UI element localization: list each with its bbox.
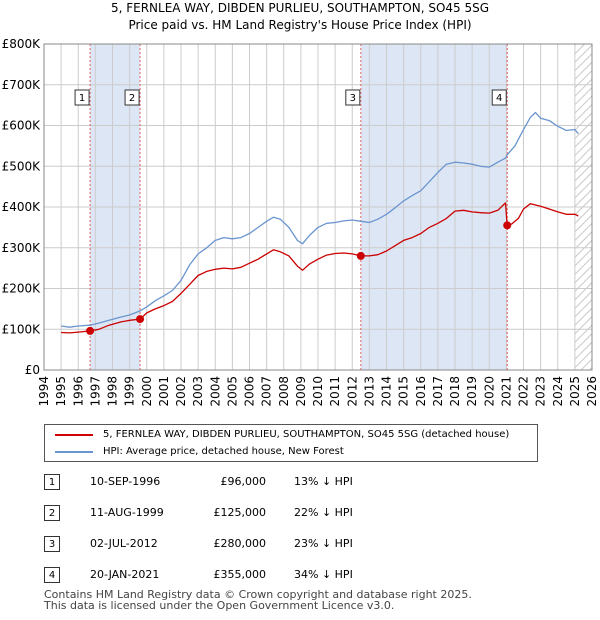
sale-label-number: 4	[496, 93, 502, 104]
x-tick-label: 2000	[140, 376, 154, 407]
x-tick-label: 2011	[328, 376, 342, 407]
legend-swatch-property	[55, 434, 93, 436]
sale-label-box	[74, 89, 90, 106]
x-tick-label: 1997	[88, 376, 102, 407]
x-tick-label: 2025	[568, 376, 582, 407]
legend-label-hpi: HPI: Average price, detached house, New …	[103, 446, 344, 457]
sale-label-box	[345, 89, 361, 106]
x-tick-label: 2018	[448, 376, 462, 407]
sale-label-number: 2	[129, 93, 135, 104]
x-tick-label: 1994	[37, 376, 51, 407]
footer: Contains HM Land Registry data © Crown c…	[44, 589, 472, 611]
x-tick-label: 2017	[431, 376, 445, 407]
sale-label-box	[491, 89, 507, 106]
sale-date: 11-AUG-1999	[90, 506, 164, 519]
x-tick-label: 2002	[174, 376, 188, 407]
sale-label-number: 1	[79, 93, 85, 104]
y-tick-label: £400K	[2, 200, 42, 214]
table-row: 1 10-SEP-1996 £96,000 13% ↓ HPI	[44, 474, 464, 494]
sale-point	[136, 315, 145, 324]
sale-date: 02-JUL-2012	[90, 537, 158, 550]
x-tick-label: 1999	[123, 376, 137, 407]
x-tick-label: 2024	[551, 376, 565, 407]
sale-number-badge: 3	[44, 536, 60, 552]
x-tick-label: 2020	[482, 376, 496, 407]
x-tick-label: 2022	[517, 376, 531, 407]
x-tick-label: 1995	[54, 376, 68, 407]
sale-price: £280,000	[213, 537, 267, 550]
y-tick-label: £300K	[2, 241, 42, 255]
footer-license: This data is licensed under the Open Gov…	[44, 599, 395, 612]
sale-point	[356, 251, 365, 260]
sale-label-number: 3	[350, 93, 356, 104]
chart-title-block: 5, FERNLEA WAY, DIBDEN PURLIEU, SOUTHAMP…	[0, 0, 600, 34]
legend-item-property: 5, FERNLEA WAY, DIBDEN PURLIEU, SOUTHAMP…	[55, 427, 509, 443]
x-tick-label: 1998	[106, 376, 120, 407]
sale-date: 20-JAN-2021	[90, 568, 160, 581]
x-tick-label: 2008	[277, 376, 291, 407]
chart-subtitle: Price paid vs. HM Land Registry's House …	[128, 18, 472, 32]
legend-item-hpi: HPI: Average price, detached house, New …	[55, 444, 344, 460]
sale-number-badge: 2	[44, 505, 60, 521]
x-tick-label: 2007	[260, 376, 274, 407]
x-tick-label: 2019	[465, 376, 479, 407]
table-row: 4 20-JAN-2021 £355,000 34% ↓ HPI	[44, 567, 464, 587]
legend-label-property: 5, FERNLEA WAY, DIBDEN PURLIEU, SOUTHAMP…	[103, 429, 510, 440]
x-tick-label: 2010	[311, 376, 325, 407]
y-tick-label: £700K	[2, 78, 42, 92]
sale-hpi-diff: 34% ↓ HPI	[294, 568, 353, 581]
sale-hpi-diff: 22% ↓ HPI	[294, 506, 353, 519]
chart-svg: 1 2 3 4 £0 £100K £200K £300K £400K £500K £600K £70…	[2, 37, 599, 407]
y-tick-label: £0	[25, 363, 40, 377]
x-tick-label: 2015	[397, 376, 411, 407]
sale-number-badge: 4	[44, 567, 60, 583]
x-tick-label: 1996	[71, 376, 85, 407]
sale-label-box	[124, 89, 140, 106]
table-row: 3 02-JUL-2012 £280,000 23% ↓ HPI	[44, 536, 464, 556]
sale-price: £125,000	[213, 506, 267, 519]
x-tick-label: 2021	[499, 376, 513, 407]
x-tick-label: 2026	[585, 376, 599, 407]
x-tick-label: 2013	[362, 376, 376, 407]
y-tick-label: £500K	[2, 159, 42, 173]
chart-title: 5, FERNLEA WAY, DIBDEN PURLIEU, SOUTHAMP…	[110, 1, 490, 15]
sale-hpi-diff: 23% ↓ HPI	[294, 537, 353, 550]
sale-point	[503, 221, 512, 230]
x-tick-label: 2003	[191, 376, 205, 407]
table-row: 2 11-AUG-1999 £125,000 22% ↓ HPI	[44, 505, 464, 525]
x-tick-label: 2014	[380, 376, 394, 407]
x-tick-label: 2016	[414, 376, 428, 407]
sale-number-badge: 1	[44, 474, 60, 490]
x-tick-label: 2009	[294, 376, 308, 407]
x-tick-label: 2006	[243, 376, 257, 407]
sale-hpi-diff: 13% ↓ HPI	[294, 475, 353, 488]
legend-swatch-hpi	[55, 451, 93, 453]
sale-point	[86, 326, 95, 335]
y-tick-label: £200K	[2, 282, 42, 296]
sale-date: 10-SEP-1996	[90, 475, 161, 488]
footer-copyright: Contains HM Land Registry data © Crown c…	[44, 588, 472, 601]
legend: 5, FERNLEA WAY, DIBDEN PURLIEU, SOUTHAMP…	[44, 424, 538, 462]
x-tick-label: 2012	[345, 376, 359, 407]
y-tick-label: £600K	[2, 119, 42, 133]
x-tick-label: 2023	[534, 376, 548, 407]
hpi-line	[61, 111, 579, 328]
x-tick-label: 2005	[225, 376, 239, 407]
y-tick-label: £100K	[2, 322, 42, 336]
plot-frame	[43, 43, 593, 371]
x-tick-label: 2001	[157, 376, 171, 407]
y-tick-label: £800K	[2, 37, 42, 51]
sale-price: £355,000	[213, 568, 267, 581]
sale-price: £96,000	[220, 475, 267, 488]
x-tick-label: 2004	[208, 376, 222, 407]
